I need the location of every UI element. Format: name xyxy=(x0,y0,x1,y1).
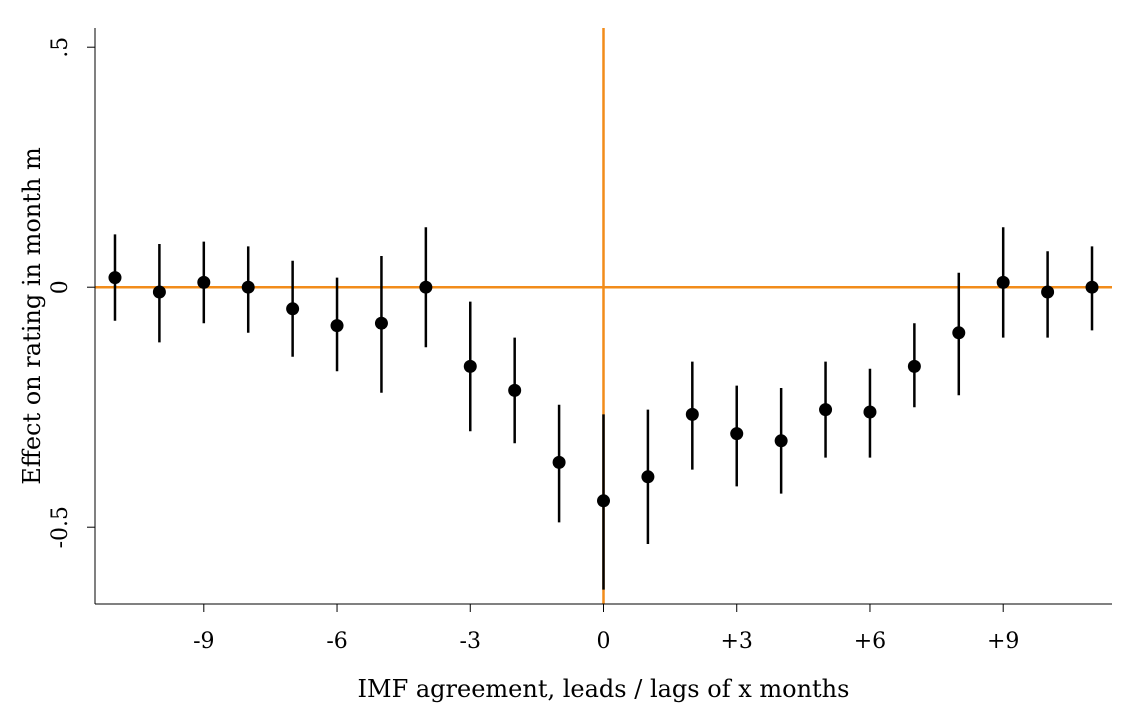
estimate-point xyxy=(197,276,210,289)
estimate-point xyxy=(286,302,299,315)
x-tick-label: -9 xyxy=(193,629,214,654)
estimate-point xyxy=(419,281,432,294)
estimate-point xyxy=(597,494,610,507)
estimate-point xyxy=(686,408,699,421)
estimate-point xyxy=(242,281,255,294)
estimate-point xyxy=(508,384,521,397)
axis-labels: IMF agreement, leads / lags of x months … xyxy=(18,147,849,703)
y-tick-label: 0 xyxy=(48,280,73,294)
estimate-point xyxy=(553,456,566,469)
y-tick-label: -0.5 xyxy=(48,506,73,548)
x-tick-label: -6 xyxy=(326,629,347,654)
axes: -9 -6 -3 0 +3 +6 +9 .5 0 -0.5 xyxy=(48,28,1112,654)
estimate-point xyxy=(375,317,388,330)
estimate-point xyxy=(775,434,788,447)
x-tick-label: +6 xyxy=(854,629,886,654)
estimate-point xyxy=(464,360,477,373)
estimate-point xyxy=(641,470,654,483)
estimate-point xyxy=(1041,286,1054,299)
x-tick-label: +9 xyxy=(987,629,1019,654)
estimate-point xyxy=(863,406,876,419)
estimate-point xyxy=(908,360,921,373)
estimate-point xyxy=(108,271,121,284)
estimate-point xyxy=(331,319,344,332)
x-tick-label: +3 xyxy=(721,629,753,654)
x-tick-label: -3 xyxy=(460,629,481,654)
estimate-point xyxy=(730,427,743,440)
estimate-point xyxy=(819,403,832,416)
x-axis-label: IMF agreement, leads / lags of x months xyxy=(358,675,850,703)
estimate-point xyxy=(1086,281,1099,294)
x-tick-label: 0 xyxy=(597,629,611,654)
estimate-point xyxy=(997,276,1010,289)
y-tick-label: .5 xyxy=(48,37,73,58)
y-axis-label: Effect on rating in month m xyxy=(18,147,46,485)
estimate-point xyxy=(952,326,965,339)
estimate-point xyxy=(153,286,166,299)
